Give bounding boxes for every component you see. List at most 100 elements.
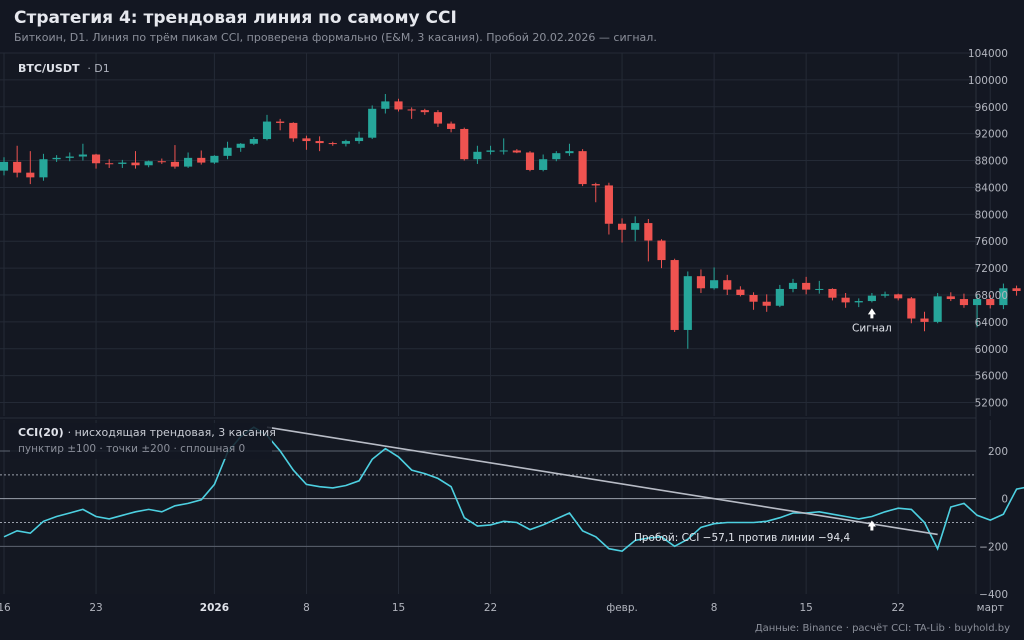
candle-body — [236, 143, 245, 148]
candle-body — [539, 159, 548, 170]
x-tick-label: 15 — [799, 602, 812, 614]
x-tick-label: 2026 — [200, 602, 229, 614]
candle-body — [828, 288, 837, 298]
candle-body — [867, 295, 876, 302]
signal-arrow-icon — [867, 308, 876, 319]
candle-body — [854, 301, 863, 303]
candle-body — [197, 157, 206, 163]
candle-body — [762, 301, 771, 306]
candle-body — [26, 172, 35, 178]
cci-y-tick-label: 200 — [988, 446, 1008, 458]
candle-body — [815, 288, 824, 290]
candle-body — [933, 296, 942, 322]
signal-label: Сигнал — [852, 322, 892, 334]
candle-body — [460, 128, 469, 160]
candle-body — [105, 163, 114, 165]
grid-layer — [0, 52, 991, 594]
candle-body — [670, 260, 679, 330]
price-y-tick-label: 60000 — [975, 344, 1008, 356]
candle-body — [302, 138, 311, 142]
price-panel: Сигнал — [0, 94, 1021, 349]
x-tick-label: февр. — [606, 602, 638, 614]
candle-body — [328, 143, 337, 145]
x-tick-label: 23 — [89, 602, 102, 614]
candle-body — [802, 282, 811, 290]
candle-body — [788, 282, 798, 289]
candle-body — [39, 159, 48, 178]
candle-body — [276, 121, 285, 123]
candle-body — [907, 298, 916, 319]
cci-panel-subtitle: · нисходящая трендовая, 3 касания — [68, 426, 276, 439]
x-tick-label: 22 — [484, 602, 497, 614]
candle-body — [184, 157, 193, 167]
candle-body — [354, 137, 364, 142]
candle-body — [368, 108, 377, 138]
candle-body — [710, 280, 719, 289]
price-y-tick-label: 80000 — [975, 209, 1008, 221]
candle-body — [723, 280, 732, 290]
label-layer: BTC/USDT · D1 CCI(20) · нисходящая трендо… — [10, 62, 276, 459]
candle-body — [420, 110, 429, 113]
candle-body — [91, 154, 101, 164]
candle-body — [657, 240, 666, 261]
candle-body — [52, 157, 61, 160]
chart-title: Стратегия 4: трендовая линия по самому C… — [14, 8, 457, 28]
candle-body — [13, 161, 22, 173]
price-y-tick-label: 92000 — [975, 129, 1008, 141]
candle-body — [946, 296, 955, 300]
candle-body — [433, 112, 443, 124]
candle-body — [775, 288, 784, 306]
candle-body — [999, 288, 1008, 306]
candle-body — [262, 121, 272, 140]
price-y-tick-label: 100000 — [968, 75, 1008, 87]
candle-body — [696, 276, 706, 289]
candle-body — [683, 276, 692, 330]
candle-body — [407, 109, 416, 111]
candle-body — [78, 154, 87, 157]
candle-body — [894, 294, 903, 299]
cci-panel: Пробой: CCI −57,1 против линии −94,4 — [0, 426, 1024, 552]
price-y-tick-label: 52000 — [975, 398, 1008, 410]
x-tick-label: 22 — [892, 602, 905, 614]
cci-panel-title: CCI(20) · нисходящая трендовая, 3 касания — [18, 426, 276, 439]
price-y-tick-label: 76000 — [975, 236, 1008, 248]
candle-body — [552, 153, 561, 160]
candle-body — [394, 101, 403, 110]
candle-body — [0, 161, 9, 171]
candle-body — [210, 155, 219, 163]
axis-layer: 52000 56000 60000 64000 68000 72000 76000 80000… — [0, 48, 1008, 614]
cci-series-line — [3, 426, 1024, 552]
candle-body — [644, 223, 653, 241]
footer-credits: Данные: Binance · расчёт CCI: TA-Lib · b… — [754, 623, 1010, 634]
candle-body — [157, 161, 166, 163]
candle-body — [1012, 288, 1021, 291]
candle-body — [920, 318, 929, 322]
x-tick-label: 16 — [0, 602, 11, 614]
candle-body — [473, 151, 482, 160]
candle-body — [525, 152, 535, 170]
candle-body — [499, 150, 508, 152]
candle-body — [170, 161, 180, 167]
price-y-tick-label: 72000 — [975, 263, 1008, 275]
candle-body — [223, 147, 232, 156]
candle-body — [565, 151, 574, 154]
candle-body — [986, 299, 995, 306]
price-y-tick-label: 96000 — [975, 102, 1008, 114]
candle-body — [736, 289, 745, 295]
candle-body — [447, 123, 456, 129]
breakout-label: Пробой: CCI −57,1 против линии −94,4 — [634, 532, 850, 544]
candle-body — [880, 294, 890, 296]
breakout-arrow-icon — [867, 520, 876, 531]
candle-body — [749, 295, 758, 302]
cci-trendline — [266, 426, 938, 536]
x-tick-label: март — [977, 602, 1004, 614]
x-tick-label: 15 — [392, 602, 405, 614]
candle-body — [617, 223, 627, 230]
price-panel-title: BTC/USDT · D1 — [18, 62, 110, 75]
cci-legend-box — [10, 423, 272, 459]
cci-legend-note: пунктир ±100 · точки ±200 · сплошная 0 — [18, 443, 245, 455]
candle-body — [341, 141, 350, 144]
price-y-tick-label: 56000 — [975, 371, 1008, 383]
cci-y-tick-label: −400 — [979, 589, 1008, 601]
